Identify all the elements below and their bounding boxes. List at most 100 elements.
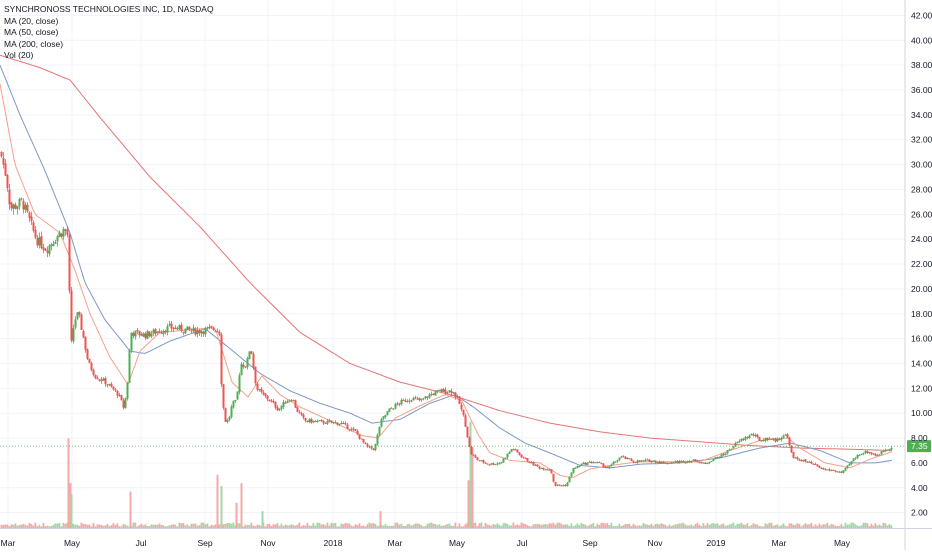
candle-body	[140, 334, 143, 336]
volume-bar	[646, 524, 649, 528]
volume-bar	[38, 524, 41, 528]
volume-bar	[92, 522, 95, 528]
candle-body	[16, 206, 19, 210]
candle-body	[688, 461, 691, 463]
candle-body	[664, 462, 667, 464]
volume-bar	[334, 522, 337, 528]
volume-bar	[458, 523, 461, 528]
candle-body	[536, 464, 539, 467]
volume-bar	[158, 523, 161, 528]
volume-spike	[261, 511, 264, 528]
candle-body	[144, 333, 147, 339]
candle-body	[778, 439, 781, 441]
candle-body	[268, 399, 271, 401]
candle-body	[798, 459, 801, 461]
volume-bar	[656, 523, 659, 528]
candle-body	[350, 428, 353, 431]
candle-body	[236, 391, 239, 400]
volume-bar	[752, 523, 755, 528]
candle-body	[656, 461, 659, 463]
volume-bar	[390, 525, 393, 528]
volume-bar	[364, 526, 367, 528]
candle-body	[708, 462, 711, 464]
volume-bar	[358, 523, 361, 528]
volume-bar	[838, 525, 841, 528]
candle-body	[498, 463, 501, 465]
candle-body	[828, 469, 831, 471]
price-tick-label: 28.00	[911, 184, 932, 194]
candle-body	[760, 440, 763, 442]
volume-bar	[832, 524, 835, 528]
volume-bar	[764, 523, 767, 528]
candle-body	[882, 451, 885, 453]
volume-bar	[714, 524, 717, 528]
volume-bar	[288, 525, 291, 528]
volume-bar	[514, 525, 517, 528]
volume-bar	[382, 525, 385, 528]
volume-bar	[108, 525, 111, 528]
volume-bar	[494, 524, 497, 528]
volume-bar	[802, 524, 805, 528]
volume-legend[interactable]: Vol (20)	[4, 50, 34, 60]
candle-body	[776, 438, 779, 442]
candle-body	[208, 326, 211, 328]
volume-bar	[52, 524, 55, 528]
candle-body	[282, 402, 285, 407]
candle-body	[128, 350, 131, 383]
volume-bar	[66, 522, 69, 528]
volume-bar	[40, 526, 43, 528]
candle-body	[838, 471, 841, 473]
candle-body	[18, 198, 21, 207]
price-tick-label: 12.00	[911, 383, 932, 393]
last-price-label: 7.35	[911, 441, 928, 451]
volume-bar	[484, 522, 487, 528]
volume-spike	[220, 486, 223, 528]
volume-bar	[496, 523, 499, 528]
volume-bar	[618, 523, 621, 528]
ma200-legend[interactable]: MA (200, close)	[4, 38, 64, 49]
candle-body	[872, 453, 875, 455]
candle-body	[136, 330, 139, 332]
grid-layer	[0, 0, 905, 528]
candle-body	[218, 331, 221, 335]
volume-bar	[614, 526, 617, 528]
candle-body	[610, 464, 613, 467]
candle-body	[724, 453, 727, 456]
candle-body	[224, 407, 227, 422]
volume-bar	[818, 523, 821, 528]
volume-bar	[648, 525, 651, 528]
ma20-line	[0, 83, 893, 479]
volume-bar	[192, 523, 195, 528]
candle-body	[850, 461, 853, 465]
ma20-legend[interactable]: MA (20, close)	[4, 15, 59, 26]
volume-bar	[254, 526, 257, 528]
volume-spike	[469, 421, 472, 528]
candle-body	[88, 358, 91, 363]
candle-body	[222, 384, 225, 408]
candle-body	[70, 290, 73, 341]
candle-body	[756, 434, 759, 438]
candle-body	[312, 420, 315, 423]
candle-body	[212, 327, 215, 330]
volume-bar	[824, 524, 827, 528]
volume-bar	[610, 522, 613, 528]
candle-body	[492, 463, 495, 465]
volume-bar	[794, 524, 797, 528]
volume-bar	[320, 524, 323, 528]
candle-body	[238, 375, 241, 393]
ma50-legend[interactable]: MA (50, close)	[4, 27, 59, 37]
volume-bar	[694, 524, 697, 528]
volume-bar	[238, 523, 241, 528]
volume-bar	[378, 525, 381, 528]
candle-body	[278, 408, 281, 411]
candle-body	[398, 403, 401, 405]
candle-body	[668, 462, 671, 464]
candle-body	[388, 408, 391, 412]
candle-body	[114, 389, 117, 391]
volume-bar	[790, 523, 793, 528]
volume-bar	[708, 524, 711, 528]
candle-body	[618, 457, 621, 460]
candle-body	[880, 451, 883, 455]
volume-bar	[392, 525, 395, 528]
volume-bar	[408, 523, 411, 528]
